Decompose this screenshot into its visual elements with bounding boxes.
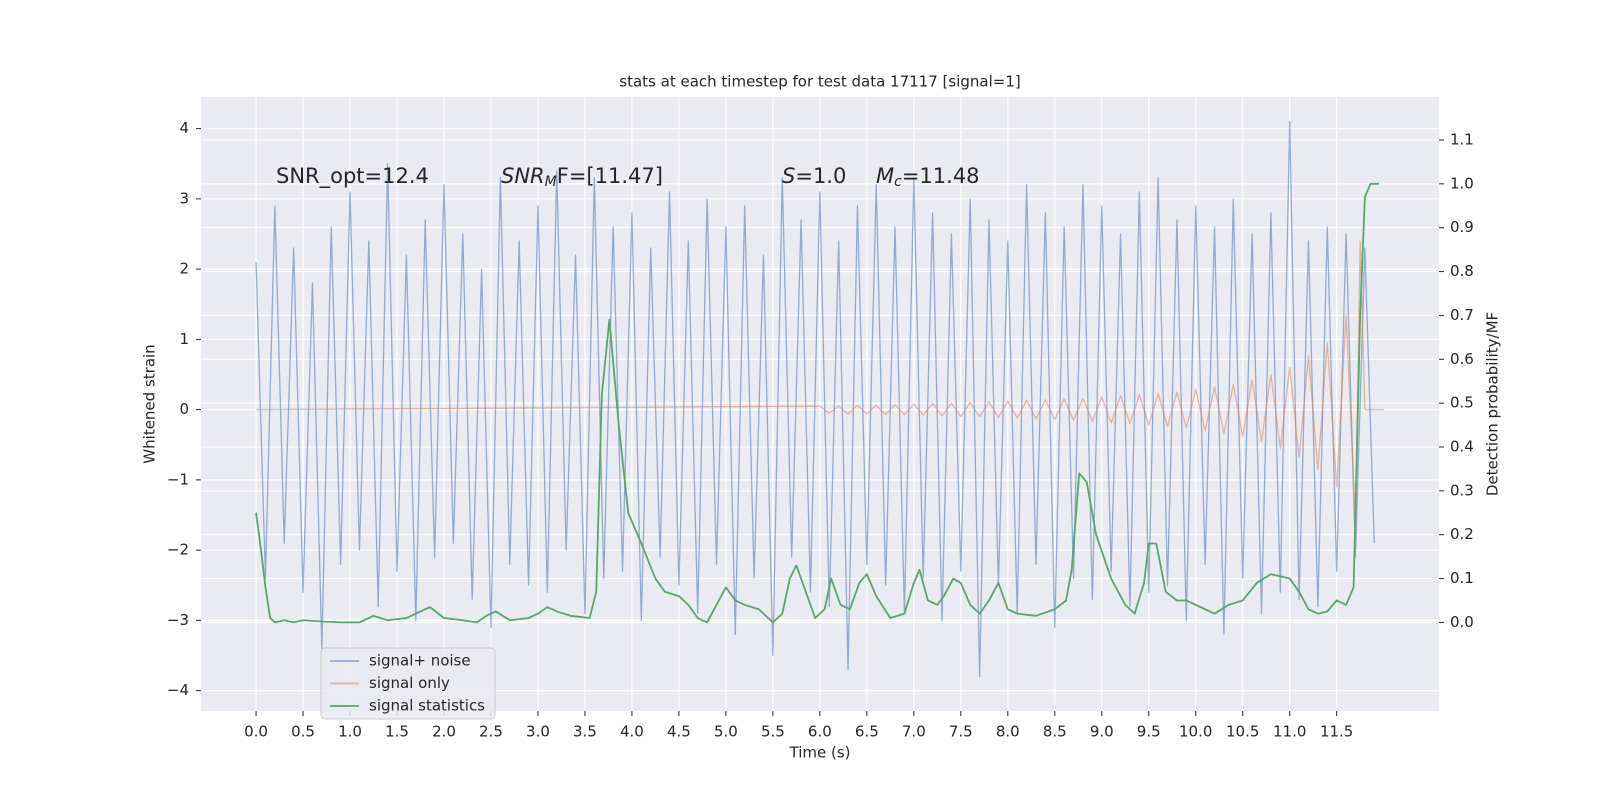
- x-tick-label: 7.0: [902, 723, 926, 741]
- legend-label: signal+ noise: [369, 652, 471, 670]
- annotation-sub: M: [545, 174, 557, 190]
- x-tick-label: 8.5: [1043, 723, 1067, 741]
- y2-tick-label: 0.7: [1450, 306, 1474, 324]
- x-tick-label: 10.0: [1179, 723, 1212, 741]
- x-tick-label: 8.0: [996, 723, 1020, 741]
- x-tick-label: 0.0: [244, 723, 268, 741]
- x-tick-label: 4.5: [667, 723, 691, 741]
- y-tick-label: −3: [167, 611, 189, 629]
- annotation-italic: SNR: [501, 164, 545, 188]
- y2-tick-label: 0.3: [1450, 481, 1474, 499]
- x-tick-label: 10.5: [1226, 723, 1259, 741]
- y-tick-label: −2: [167, 541, 189, 559]
- annotation-italic: M: [876, 164, 894, 188]
- y-tick-label: 2: [179, 260, 189, 278]
- y2-tick-label: 0.1: [1450, 569, 1474, 587]
- y-tick-label: −1: [167, 470, 189, 488]
- legend-box: [320, 647, 496, 720]
- y2-tick-label: 1.1: [1450, 130, 1474, 148]
- x-tick-label: 3.5: [573, 723, 597, 741]
- x-tick-label: 11.0: [1273, 723, 1306, 741]
- x-tick-label: 11.5: [1320, 723, 1353, 741]
- x-tick-label: 5.5: [761, 723, 785, 741]
- annotation-tail: =11.48: [902, 164, 980, 188]
- y-tick-label: 3: [179, 189, 189, 207]
- labels: 0.0 0.5 1.0 1.5 2.0 2.5 3.0 3.5 4.0 4.5 5.0 5.5 6.0 6…: [167, 119, 1474, 740]
- legend-label: signal statistics: [369, 697, 485, 715]
- y2-tick-label: 0.8: [1450, 262, 1474, 280]
- y2-tick-label: 0.5: [1450, 394, 1474, 412]
- series-line: [255, 120, 1375, 678]
- annotation: Mc=11.48: [876, 164, 980, 190]
- x-tick-label: 2.0: [432, 723, 456, 741]
- annotation-text: SNR_opt=12.4: [276, 164, 429, 189]
- annotation-italic: S: [782, 164, 795, 188]
- y2-tick-label: 0.6: [1450, 350, 1474, 368]
- x-tick-label: 0.5: [291, 723, 315, 741]
- legend-label: signal only: [369, 674, 450, 692]
- x-tick-label: 2.5: [479, 723, 503, 741]
- annotation-tail: F=[11.47]: [557, 164, 663, 188]
- series-line: [256, 240, 1384, 523]
- legend: signal+ noise signal only signal statistic…: [320, 647, 496, 720]
- x-tick-label: 1.5: [385, 723, 409, 741]
- y2-tick-label: 1.0: [1450, 174, 1474, 192]
- y2-tick-label: 0.9: [1450, 218, 1474, 236]
- x-tick-label: 3.0: [526, 723, 550, 741]
- x-tick-label: 6.0: [808, 723, 832, 741]
- series-line: [255, 182, 1379, 624]
- annotation: SNRMF=[11.47]: [501, 164, 663, 190]
- x-tick-label: 1.0: [338, 723, 362, 741]
- marks: [255, 120, 1384, 678]
- x-tick-label: 9.0: [1090, 723, 1114, 741]
- chart-title: stats at each timestep for test data 171…: [619, 73, 1020, 91]
- annotation-tail: =1.0: [795, 164, 846, 188]
- y-axis-label: Whitened strain: [141, 344, 159, 463]
- x-axis-label: Time (s): [789, 744, 851, 762]
- y-tick-label: −4: [167, 681, 189, 699]
- y2-tick-label: 0.0: [1450, 613, 1474, 631]
- y-tick-label: 1: [179, 330, 189, 348]
- y2-axis-label: Detection probability/MF: [1484, 312, 1502, 496]
- y-tick-label: 0: [179, 400, 189, 418]
- y2-tick-label: 0.2: [1450, 525, 1474, 543]
- annotation-sub: c: [894, 174, 902, 190]
- x-tick-label: 4.0: [620, 723, 644, 741]
- x-tick-label: 5.0: [714, 723, 738, 741]
- annotation: SNR_opt=12.4: [276, 164, 429, 189]
- annotation: S=1.0: [782, 164, 846, 188]
- x-tick-label: 7.5: [949, 723, 973, 741]
- y2-tick-label: 0.4: [1450, 437, 1474, 455]
- x-tick-label: 6.5: [855, 723, 879, 741]
- y-tick-label: 4: [179, 119, 189, 137]
- x-tick-label: 9.5: [1137, 723, 1161, 741]
